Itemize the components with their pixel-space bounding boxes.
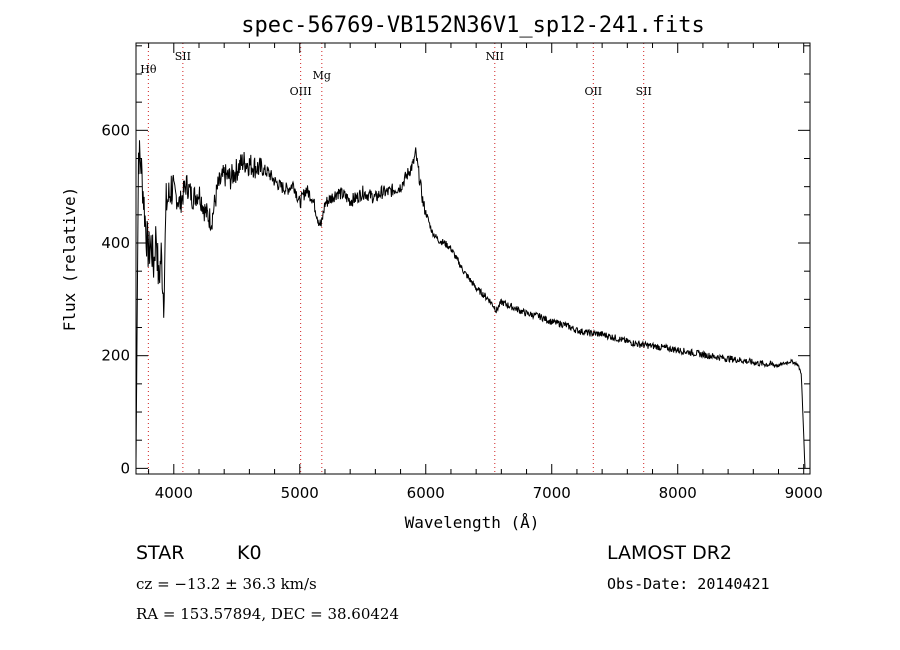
survey-name: LAMOST DR2 bbox=[607, 542, 732, 564]
x-axis-label: Wavelength (Å) bbox=[405, 513, 540, 532]
spectral-line-label: OIII bbox=[290, 85, 312, 98]
spectral-line-label: Mg bbox=[313, 69, 331, 82]
y-tick-label: 200 bbox=[101, 347, 130, 365]
y-tick-label: 400 bbox=[101, 234, 130, 252]
spectral-line-label: OII bbox=[584, 85, 602, 98]
spectral-line-label: SII bbox=[636, 85, 652, 98]
object-class: STAR bbox=[136, 542, 185, 564]
x-tick-label: 6000 bbox=[407, 484, 445, 502]
subclass: K0 bbox=[237, 542, 262, 564]
x-tick-label: 8000 bbox=[659, 484, 697, 502]
spectral-line-label: Hθ bbox=[140, 63, 157, 76]
y-axis-label: Flux (relative) bbox=[60, 187, 79, 332]
coordinates: RA = 153.57894, DEC = 38.60424 bbox=[136, 605, 400, 623]
spectral-line-label: SII bbox=[175, 50, 191, 63]
spectral-line-label: NII bbox=[486, 50, 504, 63]
x-tick-label: 4000 bbox=[155, 484, 193, 502]
x-tick-label: 7000 bbox=[533, 484, 571, 502]
x-tick-label: 9000 bbox=[785, 484, 823, 502]
y-tick-label: 0 bbox=[120, 459, 130, 477]
redshift-readout: cz = −13.2 ± 36.3 km/s bbox=[136, 575, 317, 593]
plot-frame bbox=[135, 42, 811, 475]
spectrum-series-line bbox=[135, 140, 806, 469]
obs-date: Obs-Date: 20140421 bbox=[607, 575, 770, 593]
y-tick-label: 600 bbox=[101, 121, 130, 139]
x-tick-label: 5000 bbox=[281, 484, 319, 502]
chart-title: spec-56769-VB152N36V1_sp12-241.fits bbox=[241, 13, 705, 38]
